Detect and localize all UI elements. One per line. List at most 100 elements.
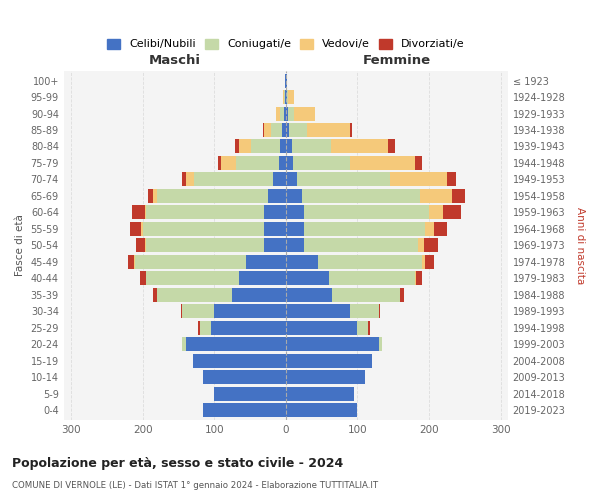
Bar — [329, 272, 415, 285]
Y-axis label: Fasce di età: Fasce di età — [15, 214, 25, 276]
Bar — [286, 156, 293, 170]
Bar — [286, 123, 289, 137]
Bar — [200, 321, 211, 335]
Bar — [286, 140, 292, 153]
Bar — [280, 106, 284, 120]
Bar — [422, 255, 425, 269]
Bar — [239, 140, 251, 153]
Bar — [415, 156, 422, 170]
Bar — [145, 206, 146, 220]
Bar — [185, 338, 286, 351]
Bar — [286, 74, 287, 88]
Bar — [286, 354, 372, 368]
Bar — [331, 140, 388, 153]
Bar — [134, 255, 136, 269]
Bar — [278, 156, 286, 170]
Bar — [304, 222, 425, 236]
Bar — [265, 238, 286, 252]
Bar — [132, 206, 145, 220]
Bar — [286, 172, 296, 186]
Bar — [296, 172, 389, 186]
Bar — [214, 304, 286, 318]
Bar — [302, 189, 420, 203]
Bar — [194, 172, 273, 186]
Bar — [128, 255, 134, 269]
Bar — [182, 338, 185, 351]
Bar — [265, 206, 286, 220]
Bar — [443, 206, 461, 220]
Bar — [389, 172, 447, 186]
Bar — [193, 354, 286, 368]
Bar — [289, 123, 307, 137]
Bar — [424, 238, 439, 252]
Bar — [286, 206, 304, 220]
Bar — [350, 156, 415, 170]
Bar — [304, 238, 418, 252]
Bar — [211, 321, 286, 335]
Bar — [251, 140, 280, 153]
Bar — [286, 272, 329, 285]
Bar — [185, 172, 194, 186]
Bar — [148, 189, 154, 203]
Bar — [420, 189, 452, 203]
Bar — [221, 156, 236, 170]
Bar — [130, 222, 141, 236]
Bar — [247, 255, 286, 269]
Bar — [273, 172, 286, 186]
Bar — [203, 370, 286, 384]
Bar — [379, 338, 382, 351]
Bar — [288, 106, 293, 120]
Bar — [157, 189, 268, 203]
Bar — [286, 255, 318, 269]
Bar — [307, 123, 350, 137]
Bar — [214, 387, 286, 401]
Bar — [285, 90, 286, 104]
Bar — [239, 272, 286, 285]
Text: COMUNE DI VERNOLE (LE) - Dati ISTAT 1° gennaio 2024 - Elaborazione TUTTITALIA.IT: COMUNE DI VERNOLE (LE) - Dati ISTAT 1° g… — [12, 481, 378, 490]
Legend: Celibi/Nubili, Coniugati/e, Vedovi/e, Divorziati/e: Celibi/Nubili, Coniugati/e, Vedovi/e, Di… — [103, 34, 469, 54]
Bar — [280, 140, 286, 153]
Bar — [268, 189, 286, 203]
Bar — [136, 255, 247, 269]
Bar — [286, 387, 354, 401]
Bar — [265, 123, 271, 137]
Bar — [146, 206, 265, 220]
Bar — [416, 272, 422, 285]
Bar — [140, 272, 146, 285]
Bar — [263, 123, 265, 137]
Bar — [292, 140, 331, 153]
Bar — [425, 222, 434, 236]
Bar — [236, 156, 278, 170]
Bar — [286, 90, 287, 104]
Bar — [286, 304, 350, 318]
Bar — [286, 338, 379, 351]
Bar — [283, 90, 284, 104]
Bar — [429, 206, 443, 220]
Bar — [304, 206, 429, 220]
Bar — [141, 222, 143, 236]
Bar — [286, 370, 365, 384]
Bar — [284, 90, 285, 104]
Bar — [265, 222, 286, 236]
Bar — [368, 321, 370, 335]
Bar — [286, 106, 288, 120]
Bar — [418, 238, 424, 252]
Bar — [146, 238, 265, 252]
Bar — [285, 74, 286, 88]
Bar — [388, 140, 395, 153]
Text: Maschi: Maschi — [149, 54, 201, 68]
Bar — [232, 288, 286, 302]
Bar — [350, 123, 352, 137]
Text: Popolazione per età, sesso e stato civile - 2024: Popolazione per età, sesso e stato civil… — [12, 458, 343, 470]
Bar — [218, 156, 221, 170]
Bar — [136, 238, 145, 252]
Bar — [447, 172, 455, 186]
Bar — [425, 255, 434, 269]
Bar — [350, 304, 379, 318]
Bar — [293, 156, 350, 170]
Bar — [358, 321, 368, 335]
Bar — [293, 106, 315, 120]
Bar — [379, 304, 380, 318]
Bar — [157, 288, 232, 302]
Bar — [182, 172, 185, 186]
